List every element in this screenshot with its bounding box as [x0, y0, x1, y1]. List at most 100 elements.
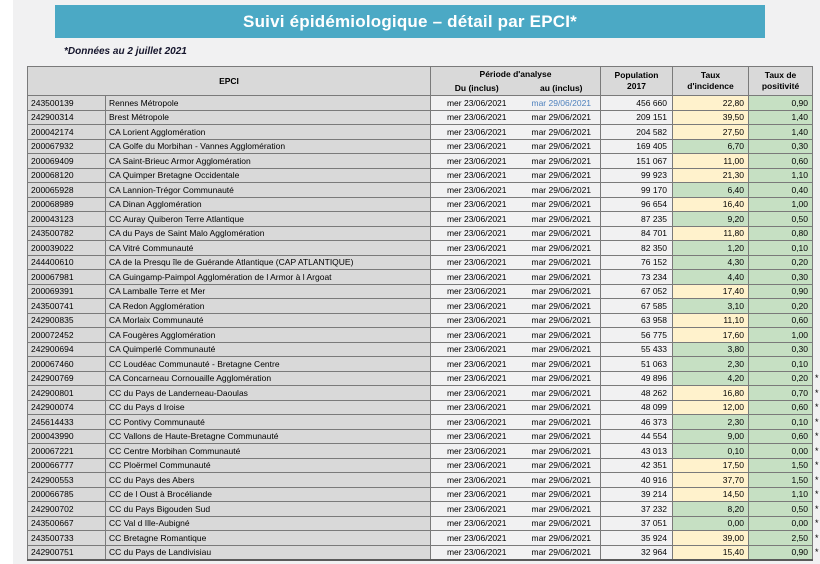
date-du-cell: mer 23/06/2021	[430, 197, 523, 212]
epci-name-cell: CC Pontivy Communauté	[105, 414, 431, 430]
population-cell: 63 958	[600, 313, 674, 328]
epci-name-cell: CA Lannion-Trégor Communauté	[105, 182, 431, 198]
table-header: EPCI Période d'analyse Population 2017 T…	[27, 66, 820, 96]
population-cell: 82 350	[600, 240, 674, 256]
epci-code-cell: 200067932	[27, 139, 106, 154]
table-row: 242900314 Brest Métropole mer 23/06/2021…	[27, 110, 820, 125]
population-cell: 67 585	[600, 298, 674, 314]
date-au-cell: mar 29/06/2021	[522, 443, 602, 459]
epci-code-cell: 200066785	[27, 487, 106, 502]
epci-name-cell: CA Redon Agglomération	[105, 298, 431, 314]
date-du-cell: mer 23/06/2021	[430, 255, 523, 270]
taux-incidence-cell: 37,70	[672, 472, 750, 488]
star-flag	[813, 96, 820, 111]
taux-positivite-cell: 0,40	[748, 182, 814, 198]
date-au-cell: mar 29/06/2021	[522, 385, 602, 401]
date-au-cell: mar 29/06/2021	[522, 342, 602, 357]
epci-name-cell: CC du Pays de Landivisiau	[105, 545, 431, 561]
population-cell: 43 013	[600, 443, 674, 459]
epci-name-cell: CA Lorient Agglomération	[105, 124, 431, 140]
epci-code-cell: 242900801	[27, 385, 106, 401]
date-au-cell: mar 29/06/2021	[522, 240, 602, 256]
col-header-star-spacer	[813, 67, 820, 96]
epci-code-cell: 242900769	[27, 371, 106, 386]
population-cell: 56 775	[600, 327, 674, 343]
page-title-banner: Suivi épidémiologique – détail par EPCI*	[55, 5, 765, 38]
star-flag	[813, 139, 820, 154]
taux-incidence-cell: 16,40	[672, 197, 750, 212]
taux-incidence-cell: 4,20	[672, 371, 750, 386]
date-au-cell: mar 29/06/2021	[522, 472, 602, 488]
population-cell: 32 964	[600, 545, 674, 561]
taux-incidence-cell: 27,50	[672, 124, 750, 140]
date-du-cell: mer 23/06/2021	[430, 530, 523, 546]
date-du-cell: mer 23/06/2021	[430, 443, 523, 459]
taux-incidence-cell: 0,00	[672, 516, 750, 531]
epci-name-cell: CC Vallons de Haute-Bretagne Communauté	[105, 429, 431, 444]
date-du-cell: mer 23/06/2021	[430, 501, 523, 517]
date-du-cell: mer 23/06/2021	[430, 153, 523, 169]
epci-code-cell: 200072452	[27, 327, 106, 343]
star-flag: *	[815, 503, 819, 514]
taux-incidence-cell: 39,00	[672, 530, 750, 546]
epci-code-cell: 200043990	[27, 429, 106, 444]
star-flag: *	[815, 445, 819, 456]
table-row: 242900074 CC du Pays d Iroise mer 23/06/…	[27, 400, 820, 415]
date-du-cell: mer 23/06/2021	[430, 313, 523, 328]
epci-code-cell: 200069391	[27, 284, 106, 299]
date-du-cell: mer 23/06/2021	[430, 284, 523, 299]
star-flag	[813, 357, 820, 372]
star-flag	[813, 328, 820, 343]
taux-incidence-cell: 4,40	[672, 269, 750, 285]
date-du-cell: mer 23/06/2021	[430, 385, 523, 401]
taux-positivite-cell: 0,50	[748, 211, 814, 227]
taux-incidence-cell: 22,80	[672, 95, 750, 111]
taux-incidence-cell: 9,20	[672, 211, 750, 227]
taux-incidence-cell: 15,40	[672, 545, 750, 561]
date-du-cell: mer 23/06/2021	[430, 371, 523, 386]
date-au-cell: mar 29/06/2021	[522, 458, 602, 473]
taux-positivite-cell: 0,50	[748, 501, 814, 517]
taux-positivite-cell: 0,20	[748, 298, 814, 314]
taux-positivite-cell: 0,60	[748, 400, 814, 415]
taux-incidence-cell: 0,10	[672, 443, 750, 459]
taux-positivite-cell: 0,90	[748, 95, 814, 111]
table-row: 200039022 CA Vitré Communauté mer 23/06/…	[27, 240, 820, 256]
star-flag	[813, 154, 820, 169]
population-cell: 84 701	[600, 226, 674, 241]
epci-name-cell: CC Auray Quiberon Terre Atlantique	[105, 211, 431, 227]
table-row: 242900553 CC du Pays des Abers mer 23/06…	[27, 472, 820, 488]
date-au-cell: mar 29/06/2021	[522, 197, 602, 212]
epci-name-cell: Brest Métropole	[105, 110, 431, 125]
date-du-cell: mer 23/06/2021	[430, 472, 523, 488]
table-row: 242900702 CC du Pays Bigouden Sud mer 23…	[27, 501, 820, 517]
epci-name-cell: CA Quimper Bretagne Occidentale	[105, 168, 431, 183]
epci-code-cell: 243500782	[27, 226, 106, 241]
taux-positivite-cell: 0,10	[748, 356, 814, 372]
epci-name-cell: CC de l Oust à Brocéliande	[105, 487, 431, 502]
taux-incidence-cell: 12,00	[672, 400, 750, 415]
table-row: 200069391 CA Lamballe Terre et Mer mer 2…	[27, 284, 820, 299]
taux-positivite-cell: 0,60	[748, 153, 814, 169]
date-du-cell: mer 23/06/2021	[430, 168, 523, 183]
taux-positivite-cell: 2,50	[748, 530, 814, 546]
star-flag: *	[815, 373, 819, 384]
taux-positivite-cell: 0,20	[748, 371, 814, 386]
table-row: 200067981 CA Guingamp-Paimpol Agglomérat…	[27, 269, 820, 285]
date-du-cell: mer 23/06/2021	[430, 400, 523, 415]
taux-positivite-cell: 1,00	[748, 197, 814, 212]
epci-name-cell: CC Val d Ille-Aubigné	[105, 516, 431, 531]
epci-name-cell: CA de la Presqu île de Guérande Atlantiq…	[105, 255, 431, 270]
date-au-cell: mar 29/06/2021	[522, 327, 602, 343]
taux-incidence-cell: 11,00	[672, 153, 750, 169]
population-cell: 204 582	[600, 124, 674, 140]
star-flag	[813, 226, 820, 241]
col-header-epci: EPCI	[27, 66, 431, 96]
date-du-cell: mer 23/06/2021	[430, 429, 523, 444]
date-du-cell: mer 23/06/2021	[430, 226, 523, 241]
taux-incidence-cell: 3,80	[672, 342, 750, 357]
date-du-cell: mer 23/06/2021	[430, 545, 523, 561]
population-cell: 51 063	[600, 356, 674, 372]
table-row: 200065928 CA Lannion-Trégor Communauté m…	[27, 182, 820, 198]
date-du-cell: mer 23/06/2021	[430, 211, 523, 227]
